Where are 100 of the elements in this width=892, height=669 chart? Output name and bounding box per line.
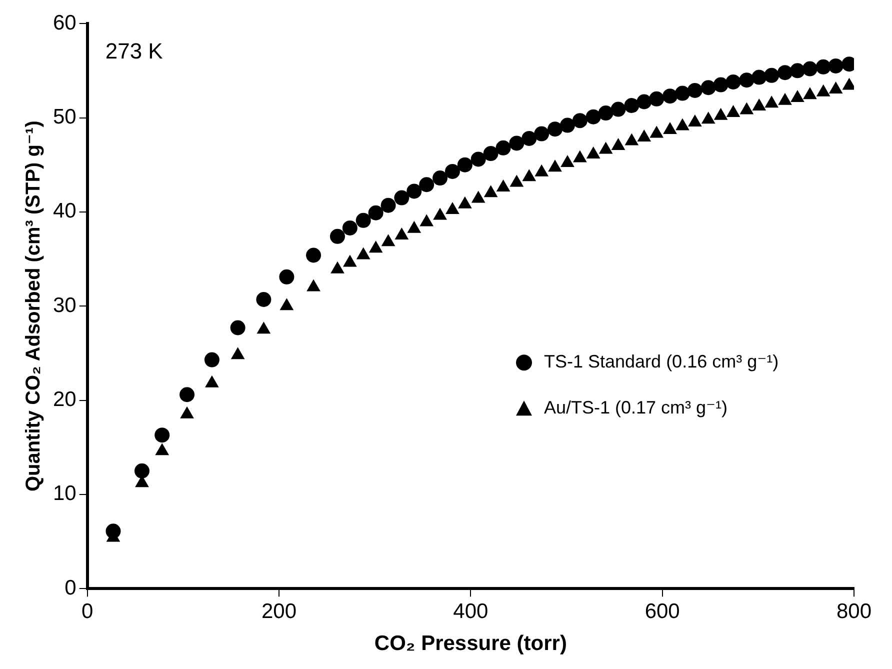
- point: [230, 347, 245, 360]
- point: [572, 150, 587, 162]
- point: [458, 196, 472, 208]
- point: [687, 82, 702, 98]
- x-tick-label: 600: [644, 600, 680, 623]
- point: [586, 146, 600, 158]
- point: [155, 443, 170, 456]
- x-tick-label: 400: [453, 600, 488, 623]
- point: [611, 138, 626, 150]
- point: [739, 72, 754, 88]
- y-tick-label: 0: [64, 576, 76, 600]
- point: [572, 113, 588, 128]
- point: [778, 65, 793, 80]
- point: [446, 202, 460, 214]
- point: [548, 122, 563, 137]
- point: [778, 92, 792, 105]
- point: [713, 77, 728, 92]
- point: [522, 130, 537, 146]
- point: [700, 80, 716, 96]
- point: [368, 205, 384, 220]
- legend-label: Au/TS-1 (0.17 cm³ g⁻¹): [544, 398, 728, 418]
- y-tick-label: 30: [53, 294, 76, 317]
- point: [470, 152, 486, 167]
- y-tick-label: 10: [53, 482, 76, 506]
- point: [306, 279, 320, 292]
- y-axis-title: Quantity CO₂ Adsorbed (cm³ (STP) g⁻¹): [22, 120, 45, 492]
- point: [356, 212, 371, 228]
- y-tick-label: 60: [53, 11, 76, 34]
- point: [586, 109, 601, 124]
- point: [637, 130, 652, 142]
- point: [828, 82, 843, 94]
- point: [764, 68, 780, 83]
- x-tick-label: 200: [261, 600, 297, 623]
- point: [522, 169, 536, 182]
- point: [598, 106, 614, 121]
- point: [636, 94, 652, 110]
- point: [624, 98, 640, 114]
- point: [764, 96, 779, 108]
- point: [510, 174, 524, 187]
- point: [330, 261, 344, 274]
- point: [688, 114, 702, 126]
- point: [701, 112, 716, 124]
- point: [420, 214, 434, 226]
- point: [663, 122, 677, 134]
- point: [330, 228, 345, 244]
- point: [279, 269, 294, 284]
- point: [548, 160, 562, 172]
- point: [496, 140, 511, 156]
- point: [394, 190, 410, 206]
- point: [674, 86, 690, 101]
- point: [471, 190, 486, 203]
- point: [624, 133, 639, 146]
- y-tick-label: 20: [53, 388, 76, 412]
- point: [356, 247, 370, 260]
- point: [180, 406, 194, 418]
- point: [828, 58, 844, 74]
- point: [483, 146, 498, 162]
- point: [457, 157, 472, 172]
- point: [790, 63, 805, 78]
- point: [306, 248, 322, 263]
- point: [752, 70, 767, 85]
- x-tick-label: 0: [82, 600, 94, 623]
- point: [534, 126, 550, 142]
- point: [560, 118, 575, 133]
- point: [406, 184, 422, 199]
- point: [726, 105, 740, 118]
- point: [342, 220, 358, 236]
- point: [280, 298, 294, 310]
- point: [394, 227, 409, 240]
- point: [790, 90, 804, 102]
- point: [610, 102, 626, 117]
- annotation: 273 K: [105, 38, 164, 64]
- point: [726, 74, 741, 90]
- point: [368, 240, 383, 253]
- point: [433, 208, 447, 220]
- point: [256, 322, 271, 334]
- point: [381, 234, 396, 246]
- y-tick-label: 50: [53, 106, 76, 129]
- point: [649, 91, 664, 106]
- point: [598, 142, 613, 154]
- point: [380, 198, 396, 213]
- point: [432, 170, 448, 186]
- point: [802, 61, 818, 76]
- point: [484, 185, 498, 198]
- point: [740, 102, 754, 114]
- point: [407, 220, 422, 233]
- point: [816, 59, 831, 74]
- point: [714, 108, 728, 120]
- point: [752, 98, 766, 110]
- point: [650, 126, 664, 138]
- point: [560, 154, 574, 167]
- point: [816, 84, 830, 96]
- point: [662, 88, 678, 104]
- point: [509, 136, 524, 151]
- point: [205, 375, 219, 388]
- point: [419, 177, 434, 192]
- legend-label: TS-1 Standard (0.16 cm³ g⁻¹): [544, 352, 779, 372]
- point: [496, 179, 510, 192]
- x-axis-title: CO₂ Pressure (torr): [374, 632, 567, 656]
- point: [802, 87, 817, 100]
